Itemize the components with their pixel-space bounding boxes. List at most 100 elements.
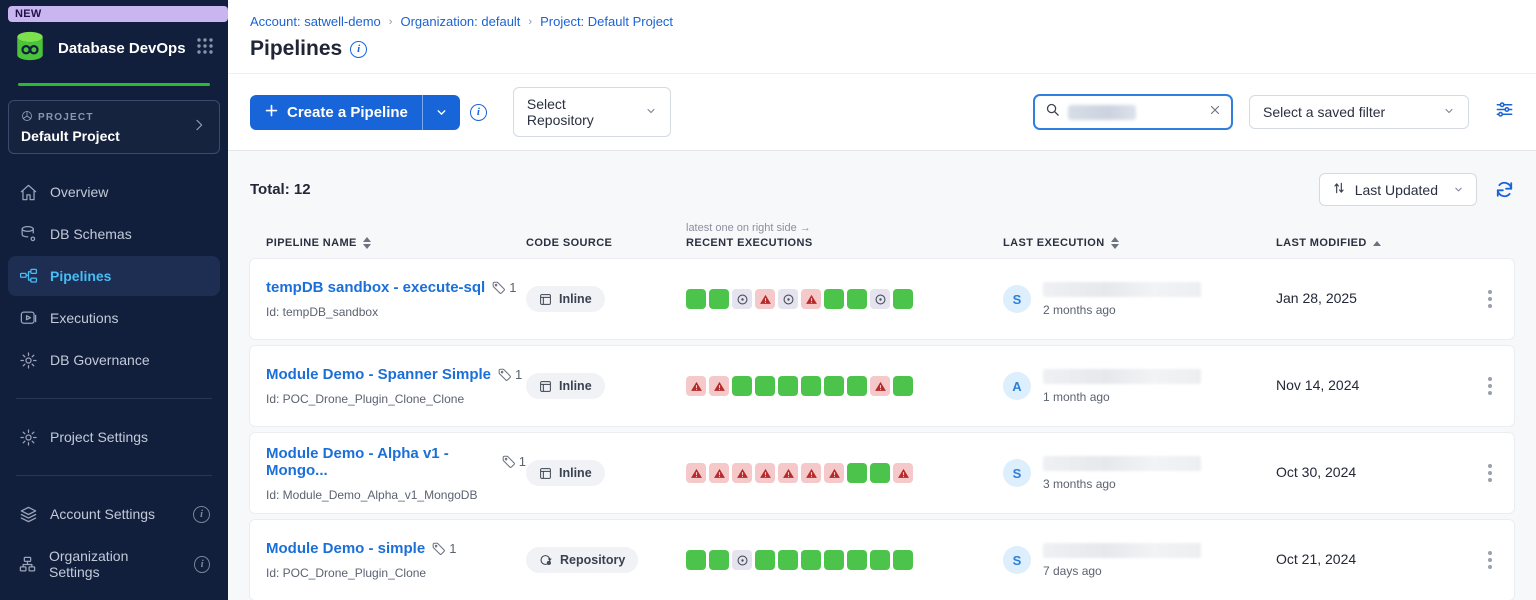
code-source-badge: Inline (526, 286, 605, 312)
sort-carets-icon (1110, 237, 1119, 249)
sidebar-item-project-settings[interactable]: Project Settings (8, 417, 220, 457)
refresh-icon[interactable] (1495, 180, 1514, 199)
execution-status-success[interactable] (755, 550, 775, 570)
avatar: S (1003, 459, 1031, 487)
apps-grid-icon[interactable] (196, 37, 214, 60)
execution-status-failed[interactable] (755, 289, 775, 309)
execution-status-success[interactable] (870, 463, 890, 483)
info-icon[interactable]: i (469, 103, 487, 121)
pipeline-name-link[interactable]: tempDB sandbox - execute-sql (266, 279, 486, 296)
execution-status-success[interactable] (709, 550, 729, 570)
execution-status-success[interactable] (893, 289, 913, 309)
execution-status-success[interactable] (709, 289, 729, 309)
execution-status-failed[interactable] (709, 376, 729, 396)
pipeline-name-link[interactable]: Module Demo - Spanner Simple (266, 366, 492, 383)
breadcrumb-organization[interactable]: Organization: default (400, 14, 521, 29)
execution-status-success[interactable] (893, 550, 913, 570)
sidebar-item-db-schemas[interactable]: DB Schemas (8, 214, 220, 254)
org-icon (18, 554, 37, 574)
last-execution-time: 3 months ago (1043, 476, 1116, 491)
info-icon[interactable]: i (193, 505, 210, 523)
execution-status-success[interactable] (893, 376, 913, 396)
execution-status-failed[interactable] (709, 463, 729, 483)
sidebar-item-label: Pipelines (50, 268, 112, 284)
sidebar-item-db-governance[interactable]: DB Governance (8, 340, 220, 380)
pipeline-name-link[interactable]: Module Demo - simple (266, 540, 426, 557)
execution-status-failed[interactable] (732, 463, 752, 483)
execution-status-failed[interactable] (686, 376, 706, 396)
pipeline-id: Id: Module_Demo_Alpha_v1_MongoDB (266, 487, 478, 502)
sidebar-item-executions[interactable]: Executions (8, 298, 220, 338)
execution-status-success[interactable] (686, 289, 706, 309)
new-badge: NEW (8, 6, 228, 22)
search-input[interactable] (1033, 94, 1233, 130)
execution-status-skipped[interactable] (870, 289, 890, 309)
create-pipeline-button[interactable]: Create a Pipeline (250, 94, 460, 130)
page-title: Pipelines (250, 37, 343, 60)
execution-status-success[interactable] (732, 376, 752, 396)
execution-status-failed[interactable] (870, 376, 890, 396)
execution-status-failed[interactable] (755, 463, 775, 483)
last-modified-date: Oct 21, 2024 (1276, 551, 1357, 567)
execution-status-failed[interactable] (801, 463, 821, 483)
column-last-execution[interactable]: LAST EXECUTION (1003, 237, 1276, 249)
execution-status-success[interactable] (778, 376, 798, 396)
execution-status-success[interactable] (755, 376, 775, 396)
column-pipeline-name[interactable]: PIPELINE NAME (250, 237, 526, 249)
tag-count: 1 (502, 454, 526, 469)
row-menu-icon[interactable] (1484, 547, 1496, 573)
execution-status-skipped[interactable] (732, 550, 752, 570)
project-selector[interactable]: PROJECT Default Project (8, 100, 220, 154)
layers-icon (18, 504, 38, 524)
execution-status-success[interactable] (847, 376, 867, 396)
create-pipeline-dropdown[interactable] (421, 94, 460, 130)
sidebar-item-pipelines[interactable]: Pipelines (8, 256, 220, 296)
execution-status-success[interactable] (778, 550, 798, 570)
info-icon[interactable]: i (194, 555, 210, 573)
execution-status-success[interactable] (870, 550, 890, 570)
sort-dropdown[interactable]: Last Updated (1318, 173, 1477, 206)
execution-status-success[interactable] (824, 376, 844, 396)
execution-status-success[interactable] (847, 289, 867, 309)
select-repository-dropdown[interactable]: Select Repository (512, 87, 671, 137)
execution-status-failed[interactable] (824, 463, 844, 483)
execution-status-success[interactable] (824, 550, 844, 570)
execution-status-failed[interactable] (801, 289, 821, 309)
breadcrumb-account[interactable]: Account: satwell-demo (250, 14, 381, 29)
filters-icon[interactable] (1495, 100, 1514, 124)
sidebar-item-overview[interactable]: Overview (8, 172, 220, 212)
gear-icon (18, 427, 38, 447)
pipeline-name-link[interactable]: Module Demo - Alpha v1 - Mongo... (266, 444, 449, 479)
saved-filter-dropdown[interactable]: Select a saved filter (1249, 95, 1469, 129)
execution-status-success[interactable] (801, 376, 821, 396)
tag-icon (498, 368, 511, 381)
row-menu-icon[interactable] (1484, 373, 1496, 399)
toolbar: Create a Pipeline i Select Repository (228, 73, 1536, 151)
execution-status-skipped[interactable] (778, 289, 798, 309)
breadcrumb-project[interactable]: Project: Default Project (540, 14, 674, 29)
execution-status-success[interactable] (847, 463, 867, 483)
row-menu-icon[interactable] (1484, 286, 1496, 312)
column-last-modified[interactable]: LAST MODIFIED (1276, 237, 1453, 249)
tag-icon (492, 281, 506, 294)
execution-status-failed[interactable] (686, 463, 706, 483)
execution-status-success[interactable] (847, 550, 867, 570)
tag-count: 1 (498, 367, 522, 382)
row-menu-icon[interactable] (1484, 460, 1496, 486)
execution-status-success[interactable] (686, 550, 706, 570)
page-header: Account: satwell-demo › Organization: de… (228, 0, 1536, 73)
execution-status-failed[interactable] (893, 463, 913, 483)
sidebar-item-account-settings[interactable]: Account Settings i (8, 494, 220, 534)
last-modified-date: Nov 14, 2024 (1276, 377, 1360, 393)
inline-icon (540, 380, 551, 392)
info-icon[interactable]: i (350, 40, 368, 58)
clear-search-icon[interactable] (1209, 103, 1221, 121)
execution-status-failed[interactable] (778, 463, 798, 483)
sidebar-item-organization-settings[interactable]: Organization Settings i (8, 538, 220, 590)
recent-executions (686, 376, 1003, 396)
project-cube-icon (21, 110, 33, 125)
table-row: Module Demo - simple 1 Id: POC_Drone_Plu… (250, 520, 1514, 600)
execution-status-success[interactable] (824, 289, 844, 309)
execution-status-success[interactable] (801, 550, 821, 570)
execution-status-skipped[interactable] (732, 289, 752, 309)
